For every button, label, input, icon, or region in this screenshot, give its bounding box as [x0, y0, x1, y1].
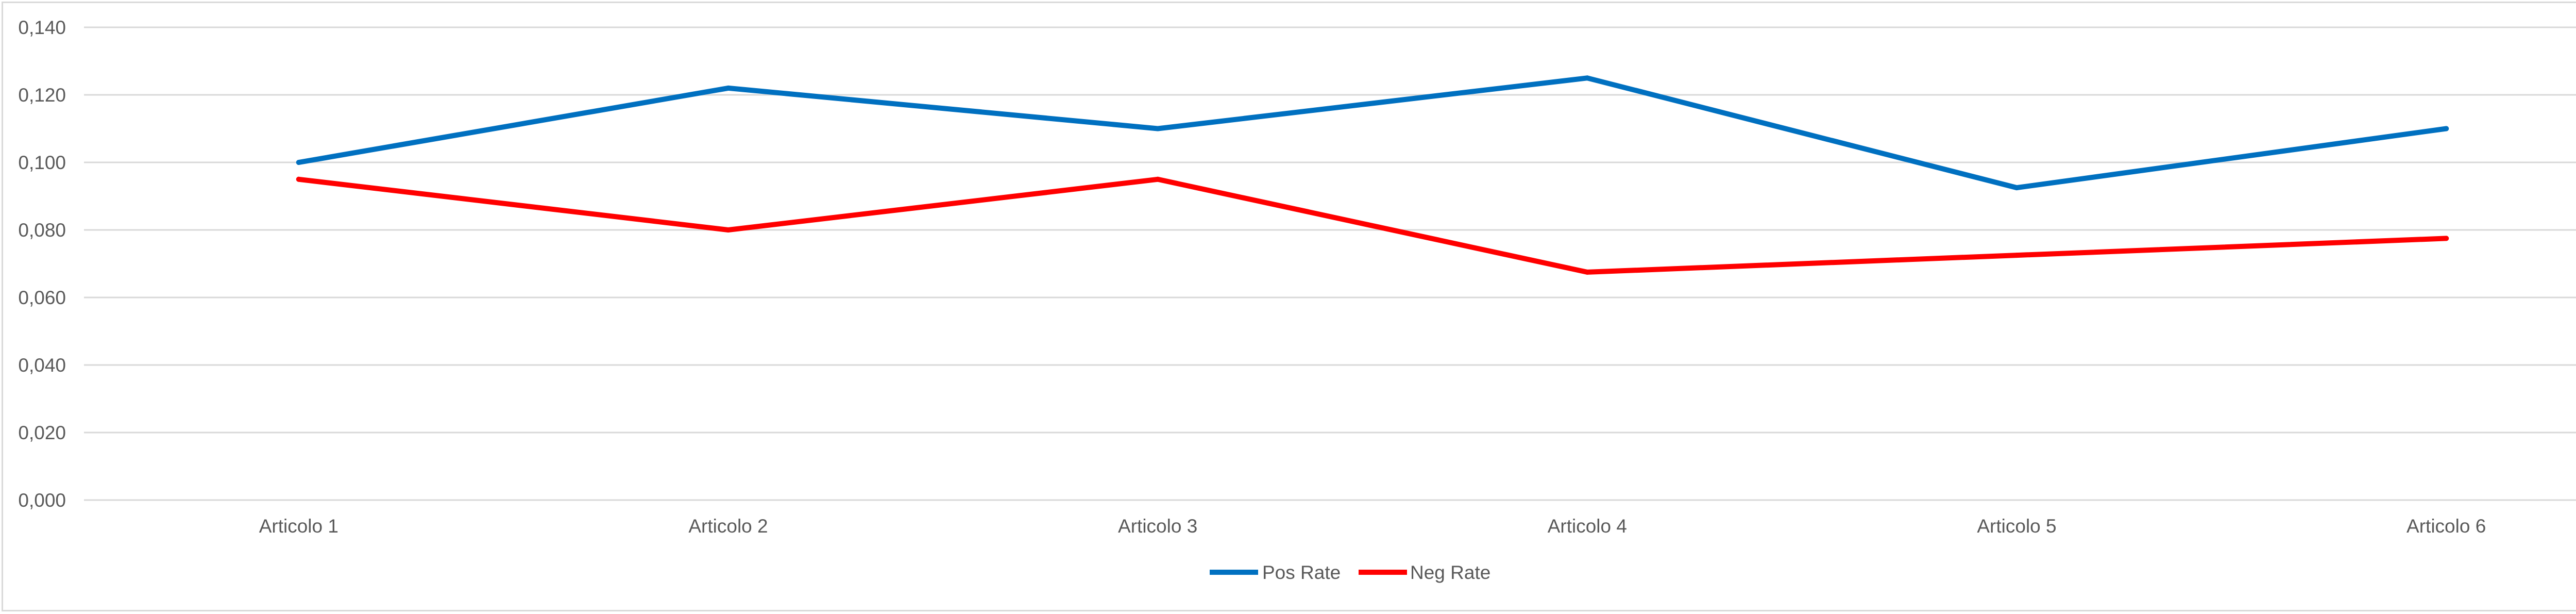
data-point	[2014, 185, 2020, 191]
data-point	[1584, 269, 1590, 275]
y-tick-label: 0,040	[18, 355, 66, 376]
data-point	[2014, 253, 2020, 258]
legend: Pos Rate Neg Rate	[1210, 562, 1490, 583]
data-point	[296, 160, 301, 165]
series-line-pos-rate	[296, 75, 2449, 191]
x-tick-label: Articolo 1	[259, 516, 338, 537]
y-tick-label: 0,000	[18, 490, 66, 511]
data-point	[2444, 126, 2449, 131]
x-tick-label: Articolo 3	[1118, 516, 1197, 537]
y-axis-tick-labels: 0,000 0,020 0,040 0,060 0,080 0,100 0,120 0,140	[18, 17, 66, 511]
y-tick-label: 0,100	[18, 152, 66, 173]
legend-label: Neg Rate	[1410, 562, 1490, 583]
y-tick-label: 0,020	[18, 422, 66, 443]
y-tick-label: 0,060	[18, 287, 66, 308]
data-point	[725, 227, 731, 233]
y-tick-label: 0,120	[18, 85, 66, 106]
y-tick-label: 0,080	[18, 220, 66, 241]
x-tick-label: Articolo 5	[1977, 516, 2056, 537]
x-tick-label: Articolo 4	[1548, 516, 1627, 537]
data-point	[296, 176, 301, 182]
y-tick-label: 0,140	[18, 17, 66, 38]
x-tick-label: Articolo 2	[688, 516, 768, 537]
data-point	[725, 85, 731, 91]
legend-label: Pos Rate	[1262, 562, 1341, 583]
x-axis-tick-labels: Articolo 1 Articolo 2 Articolo 3 Articolo 4…	[259, 516, 2486, 537]
data-point	[2444, 236, 2449, 241]
data-point	[1584, 75, 1590, 81]
data-point	[1155, 176, 1161, 182]
data-point	[1155, 126, 1161, 131]
gridlines	[84, 26, 2576, 501]
x-tick-label: Articolo 6	[2406, 516, 2486, 537]
series-line-neg-rate	[296, 176, 2449, 275]
series-lines	[296, 75, 2449, 275]
